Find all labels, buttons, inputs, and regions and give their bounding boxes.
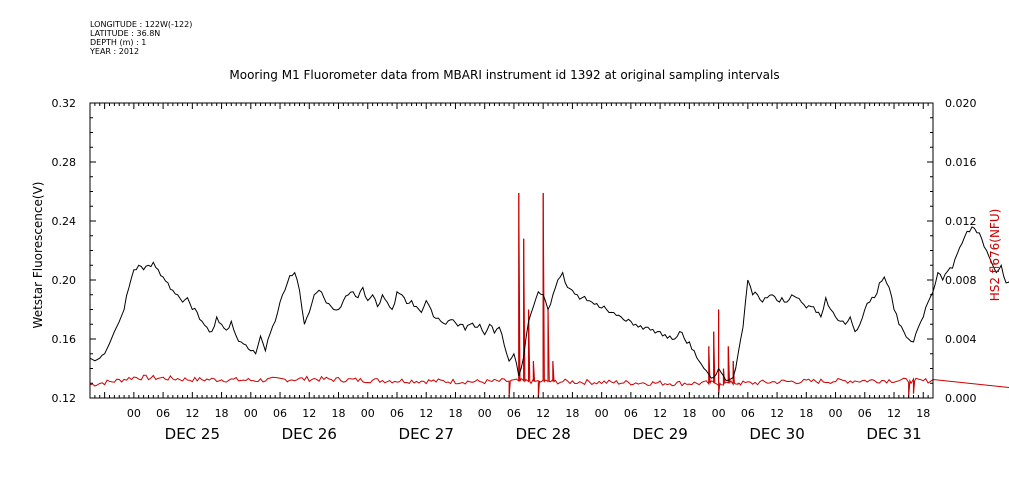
hour-tick-label: 00 — [712, 407, 726, 420]
fluorescence-series-line — [89, 226, 1009, 382]
hour-tick-label: 06 — [156, 407, 170, 420]
day-label: DEC 25 — [165, 425, 220, 443]
hour-tick-label: 06 — [390, 407, 404, 420]
right-tick-label: 0.020 — [945, 97, 977, 110]
plot-frame — [89, 102, 934, 399]
left-tick-label: 0.20 — [52, 274, 77, 287]
right-tick-label: 0.016 — [945, 156, 977, 169]
day-label: DEC 29 — [632, 425, 687, 443]
hour-tick-label: 12 — [185, 407, 199, 420]
right-tick-label: 0.012 — [945, 215, 977, 228]
hour-tick-label: 00 — [127, 407, 141, 420]
longitude-label: LONGITUDE : 122W(-122) — [90, 20, 193, 29]
hour-tick-label: 12 — [770, 407, 784, 420]
hour-tick-label: 18 — [682, 407, 696, 420]
hour-tick-label: 18 — [215, 407, 229, 420]
hour-tick-label: 06 — [858, 407, 872, 420]
hour-tick-label: 06 — [741, 407, 755, 420]
hour-tick-label: 06 — [273, 407, 287, 420]
hour-tick-label: 12 — [887, 407, 901, 420]
hour-tick-label: 18 — [565, 407, 579, 420]
hour-tick-label: 18 — [916, 407, 930, 420]
left-tick-label: 0.12 — [52, 392, 77, 405]
right-tick-label: 0.004 — [945, 333, 977, 346]
depth-label: DEPTH (m) : 1 — [90, 38, 147, 47]
right-axis-tick-labels: 0.000 0.004 0.008 0.012 0.016 0.020 — [945, 97, 977, 405]
y-axis-label: Wetstar Fluorescence(V) — [31, 182, 45, 329]
hour-tick-label: 00 — [244, 407, 258, 420]
hour-tick-label: 00 — [478, 407, 492, 420]
hour-tick-label: 12 — [536, 407, 550, 420]
y2-axis-label: HS2 fl676(NFU) — [988, 209, 1002, 302]
left-tick-label: 0.24 — [52, 215, 77, 228]
left-axis-tick-labels: 0.12 0.16 0.20 0.24 0.28 0.32 — [52, 97, 77, 405]
hour-tick-label: 06 — [507, 407, 521, 420]
hour-tick-label: 00 — [829, 407, 843, 420]
hour-tick-label: 12 — [653, 407, 667, 420]
hour-tick-label: 18 — [799, 407, 813, 420]
left-tick-label: 0.16 — [52, 333, 77, 346]
right-tick-label: 0.008 — [945, 274, 977, 287]
day-label: DEC 26 — [282, 425, 337, 443]
day-label: DEC 28 — [515, 425, 570, 443]
fl676-series-line — [89, 192, 1009, 399]
fl676-series-layer — [89, 192, 1009, 399]
fluorescence-series-layer — [89, 226, 1009, 382]
right-tick-label: 0.000 — [945, 392, 977, 405]
day-label: DEC 31 — [866, 425, 921, 443]
metadata-block: LONGITUDE : 122W(-122) LATITUDE : 36.8N … — [90, 20, 192, 56]
day-label: DEC 27 — [399, 425, 454, 443]
x-axis-day-labels: DEC 25 DEC 26 DEC 27 DEC 28 DEC 29 DEC 30 DEC … — [165, 425, 922, 443]
hour-tick-label: 18 — [332, 407, 346, 420]
left-tick-label: 0.32 — [52, 97, 77, 110]
hour-tick-label: 06 — [624, 407, 638, 420]
chart-title: Mooring M1 Fluorometer data from MBARI i… — [229, 68, 780, 82]
hour-tick-label: 12 — [302, 407, 316, 420]
hour-tick-label: 12 — [419, 407, 433, 420]
year-label: YEAR : 2012 — [90, 47, 140, 56]
left-tick-label: 0.28 — [52, 156, 77, 169]
day-label: DEC 30 — [749, 425, 804, 443]
hour-tick-label: 00 — [361, 407, 375, 420]
hour-tick-label: 18 — [448, 407, 462, 420]
axis-ticks — [89, 102, 934, 399]
latitude-label: LATITUDE : 36.8N — [90, 29, 161, 38]
hour-tick-label: 00 — [595, 407, 609, 420]
x-axis-hour-labels: 00 06 12 18 00 06 12 18 00 06 12 18 00 06 12 18 00 06 12 18… — [127, 407, 930, 420]
